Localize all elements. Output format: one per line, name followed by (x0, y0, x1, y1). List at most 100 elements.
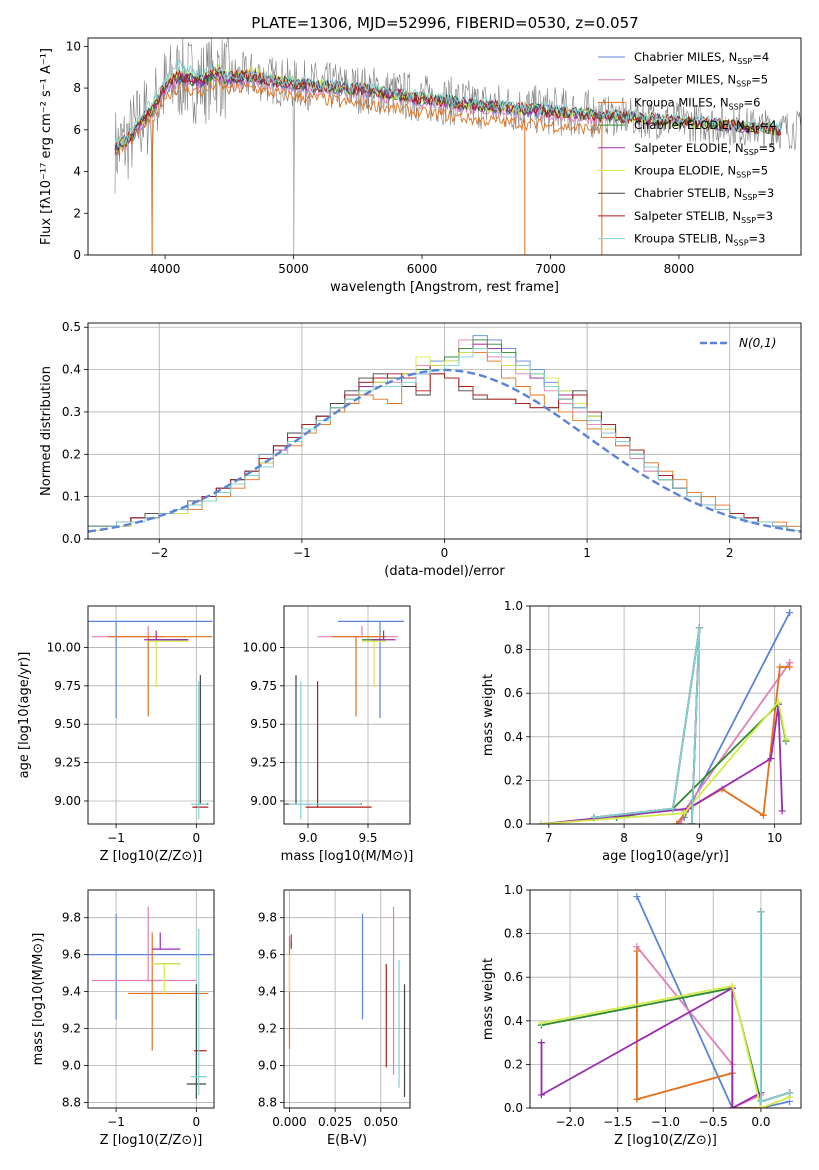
y-axis-label: age [log10(age/yr)] (17, 652, 32, 779)
y-tick-label: 9.25 (54, 756, 81, 770)
model-kroupa_miles (114, 77, 602, 157)
y-tick-label: 0.4 (62, 363, 81, 377)
y-tick-label: 4 (73, 165, 81, 179)
y-tick-label: 0.2 (504, 1057, 523, 1071)
plot-area (88, 620, 213, 820)
legend: Chabrier MILES, NSSP=4 Salpeter MILES, NS… (598, 50, 777, 248)
y-tick-label: 8 (73, 81, 81, 95)
x-tick-label: 0.000 (272, 1115, 306, 1129)
weight-marker-kroupa_stelib (757, 1097, 765, 1105)
y-tick-label: 9.75 (250, 679, 277, 693)
x-tick-label: 0 (193, 831, 201, 845)
y-tick-label: 8.8 (258, 1095, 277, 1109)
weight-marker-kroupa_miles (759, 811, 767, 819)
x-axis-label: age [log10(age/yr)] (602, 849, 729, 864)
panel-mass_vs_Z: −1 0 8.8 9.0 9.2 9.4 9.6 9.8 Z [log10(Z/Z⊙)] mass… (31, 889, 215, 1148)
y-tick-label: 0.8 (504, 927, 523, 941)
y-tick-label: 9.6 (62, 948, 81, 962)
weight-marker-kroupa_stelib (757, 908, 765, 916)
axes-frame (529, 605, 802, 825)
x-tick-label: 9.0 (298, 831, 317, 845)
weight-marker-salpeter_elodie (728, 1104, 736, 1108)
legend-label-chabrier_elodie: Chabrier ELODIE, NSSP=4 (634, 118, 777, 134)
y-tick-label: 10.00 (47, 640, 81, 654)
y-tick-label: 0.5 (62, 320, 81, 334)
legend-label-chabrier_stelib: Chabrier STELIB, NSSP=3 (634, 186, 774, 202)
legend-label-kroupa_miles: Kroupa MILES, NSSP=6 (634, 95, 760, 111)
axes-frame (87, 605, 215, 825)
y-tick-label: 0.2 (62, 447, 81, 461)
y-tick-label: 0.0 (62, 532, 81, 546)
model-kroupa_elodie (114, 64, 782, 151)
panel-mass_vs_ebv: 0.000 0.025 0.050 8.8 9.0 9.2 9.4 9.6 9.8 E(B-V) (258, 889, 411, 1148)
x-tick-label: 0 (193, 1115, 201, 1129)
y-tick-label: 9.4 (62, 985, 81, 999)
panel-age_vs_mass: 9.0 9.5 9.00 9.25 9.50 9.75 10.00 mass [log10(M… (243, 605, 413, 864)
legend-label-salpeter_miles: Salpeter MILES, NSSP=5 (634, 73, 768, 89)
y-axis-label: mass [log10(M/M⊙)] (31, 933, 46, 1066)
weight-marker-chabrier_miles (633, 893, 641, 901)
y-tick-label: 0 (73, 248, 81, 262)
x-tick-label: 7000 (535, 262, 566, 276)
weight-marker-salpeter_miles (677, 820, 685, 824)
x-tick-label: −1 (293, 546, 311, 560)
y-tick-label: 9.8 (62, 911, 81, 925)
y-axis-label: mass weight (481, 674, 496, 756)
y-tick-label: 9.4 (258, 985, 277, 999)
panel-weight_vs_Z: −2.0 −1.5 −1.0 −0.5 0.0 0.0 0.2 0.4 0.6 0.8 1.0 Z [… (481, 883, 802, 1148)
weight-marker-chabrier_miles (786, 609, 794, 617)
x-tick-label: −2.0 (556, 1115, 585, 1129)
legend-label-kroupa_elodie: Kroupa ELODIE, NSSP=5 (634, 164, 768, 180)
plot-area (88, 335, 801, 539)
y-tick-label: 10 (66, 39, 81, 53)
y-tick-label: 0.6 (504, 686, 523, 700)
x-tick-label: 9 (696, 831, 704, 845)
panel-residuals: −2 −1 0 1 2 0.0 0.1 0.2 0.3 0.4 0.5 (data-model)/er… (39, 320, 802, 579)
weight-marker-kroupa_elodie (537, 1019, 545, 1027)
x-tick-label: 0.050 (364, 1115, 398, 1129)
y-tick-label: 2 (73, 206, 81, 220)
weight-marker-kroupa_elodie (537, 820, 545, 824)
x-tick-label: 1 (583, 546, 591, 560)
y-tick-label: 9.00 (54, 794, 81, 808)
weight-line-chabrier_miles (636, 896, 790, 1108)
weight-marker-kroupa_stelib (688, 820, 696, 824)
y-tick-label: 9.2 (62, 1022, 81, 1036)
y-tick-label: 9.75 (54, 679, 81, 693)
y-tick-label: 9.25 (250, 756, 277, 770)
y-tick-label: 9.0 (258, 1059, 277, 1073)
y-tick-label: 0.4 (504, 730, 523, 744)
normal-curve (88, 368, 801, 533)
y-tick-label: 0.0 (504, 1101, 523, 1115)
y-tick-label: 9.50 (54, 717, 81, 731)
y-tick-label: 9.00 (250, 794, 277, 808)
weight-line-kroupa_elodie (541, 984, 790, 1108)
x-tick-label: 0.0 (751, 1115, 770, 1129)
legend-label-normal: N(0,1) (739, 336, 776, 350)
plot-area (114, 38, 801, 255)
weight-marker-kroupa_stelib (786, 1089, 794, 1097)
figure-title: PLATE=1306, MJD=52996, FIBERID=0530, z=0… (251, 14, 638, 32)
weight-marker-kroupa_stelib (695, 624, 703, 632)
weight-marker-kroupa_elodie (680, 809, 688, 817)
weight-line-kroupa_elodie (541, 699, 787, 824)
weight-marker-kroupa_stelib (669, 805, 677, 813)
weight-marker-kroupa_miles (633, 947, 641, 955)
y-tick-label: 0.2 (504, 773, 523, 787)
x-tick-label: −1.0 (651, 1115, 680, 1129)
axes-frame (87, 322, 802, 540)
y-tick-label: 9.6 (258, 948, 277, 962)
x-tick-label: −1 (107, 831, 125, 845)
weight-marker-salpeter_elodie (537, 1091, 545, 1099)
x-axis-label: Z [log10(Z/Z⊙)] (614, 1133, 717, 1148)
x-tick-label: −1 (107, 1115, 125, 1129)
weight-marker-salpeter_elodie (767, 755, 775, 763)
panel-spectrum: 4000 5000 6000 7000 8000 0 2 4 6 8 10 wavelength [A… (39, 37, 802, 295)
y-axis-label: Normed distribution (39, 366, 54, 496)
x-axis-label: (data-model)/error (384, 564, 505, 579)
plot-area (284, 620, 404, 820)
axes-frame (283, 889, 411, 1109)
x-tick-label: 8000 (664, 262, 695, 276)
y-tick-label: 0.4 (504, 1014, 523, 1028)
